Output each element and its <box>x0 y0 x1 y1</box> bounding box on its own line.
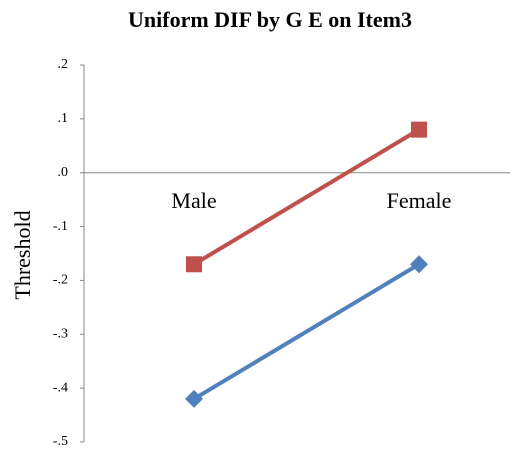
series-line <box>192 127 421 266</box>
marker <box>185 389 203 408</box>
chart-title: Uniform DIF by G E on Item3 <box>128 7 412 32</box>
series-line <box>192 262 421 401</box>
y-tick-label: -.3 <box>53 327 68 342</box>
y-tick-label: -.1 <box>53 219 68 234</box>
y-tick-label: -.2 <box>53 273 68 288</box>
x-tick-label: Male <box>171 188 216 213</box>
y-tick-label: -.5 <box>53 434 68 449</box>
y-axis-label: Threshold <box>10 210 35 299</box>
marker <box>411 121 427 138</box>
y-tick-label: .0 <box>58 165 69 180</box>
marker <box>186 256 202 273</box>
y-tick-label: -.4 <box>53 380 68 395</box>
marker <box>410 255 428 274</box>
y-tick-label: .2 <box>58 57 69 72</box>
x-tick-label: Female <box>387 188 452 213</box>
y-tick-label: .1 <box>58 111 69 126</box>
